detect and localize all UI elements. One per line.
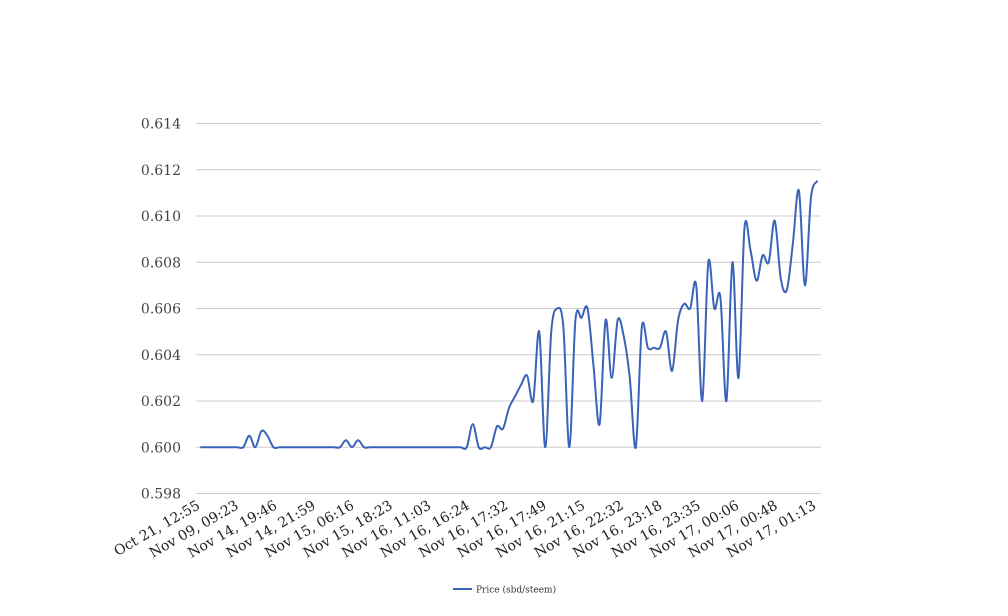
y-tick-label: 0.614 bbox=[141, 117, 181, 133]
y-tick-label: 0.600 bbox=[141, 440, 181, 456]
legend: Price (sbd/steem) bbox=[453, 585, 556, 596]
y-tick-label: 0.610 bbox=[141, 209, 181, 225]
series-lines bbox=[200, 180, 818, 450]
price-series-line bbox=[200, 180, 818, 450]
legend-label: Price (sbd/steem) bbox=[476, 585, 556, 596]
y-tick-label: 0.598 bbox=[141, 487, 181, 503]
y-tick-label: 0.612 bbox=[141, 163, 181, 179]
y-tick-label: 0.602 bbox=[141, 394, 181, 410]
y-tick-label: 0.608 bbox=[141, 255, 181, 271]
y-axis-ticks: 0.598 0.600 0.602 0.604 0.606 0.608 0.610 0.612… bbox=[141, 117, 181, 503]
y-tick-label: 0.604 bbox=[141, 348, 181, 364]
gridlines bbox=[196, 123, 821, 494]
y-tick-label: 0.606 bbox=[141, 302, 181, 318]
